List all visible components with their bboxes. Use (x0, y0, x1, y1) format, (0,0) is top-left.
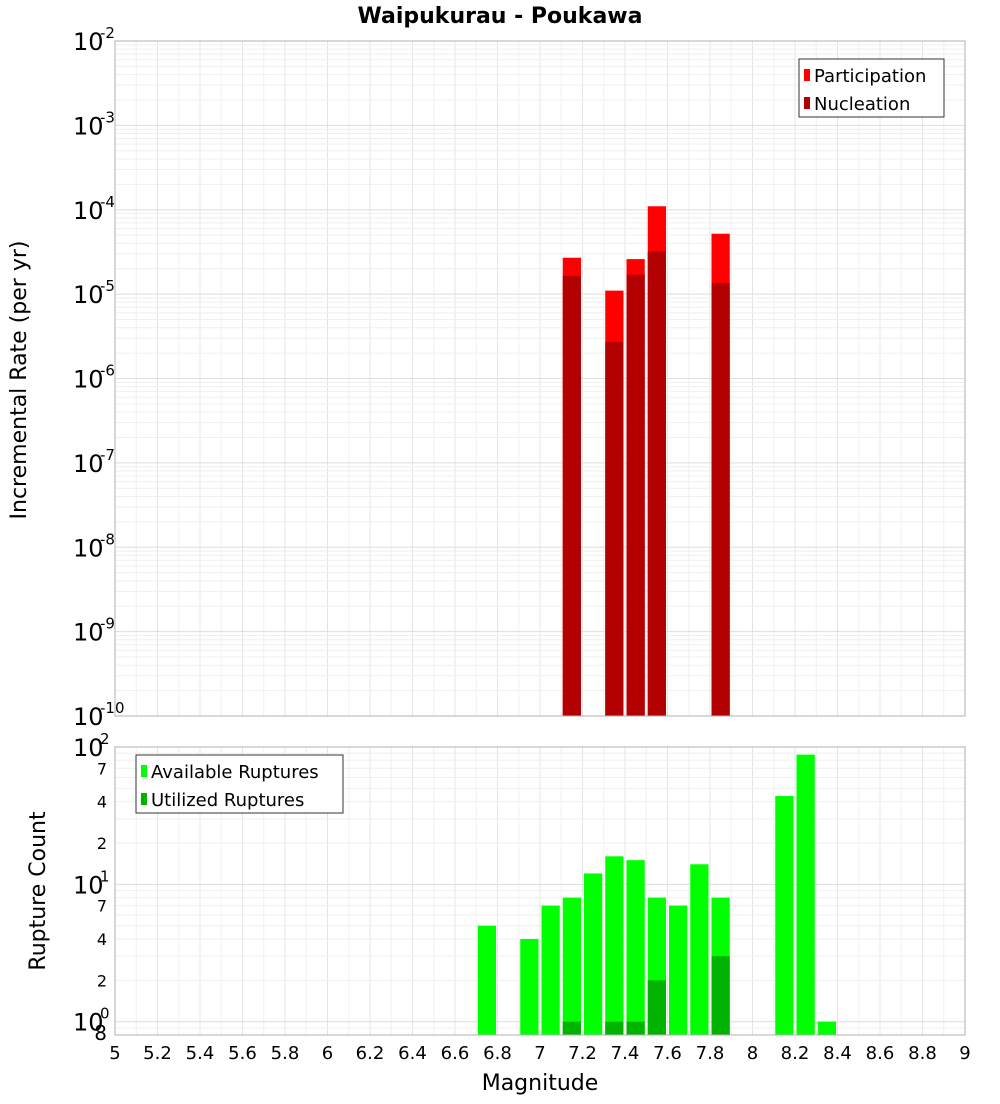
bottom-bar-utilized-ruptures (711, 956, 730, 1035)
chart-title: Waipukurau - Poukawa (358, 4, 643, 29)
bottom-bar-available-ruptures (817, 1021, 836, 1035)
bottom-y-minor-tick-label: 8 (94, 1021, 107, 1045)
bottom-bar-utilized-ruptures (647, 980, 666, 1035)
x-tick-label: 6.4 (398, 1043, 427, 1064)
bottom-bar-utilized-ruptures (605, 1021, 624, 1035)
top-y-tick-base: 10 (73, 28, 104, 56)
x-tick-label: 5.2 (143, 1043, 172, 1064)
top-y-tick-base: 10 (73, 281, 104, 309)
x-tick-label: 6.2 (356, 1043, 385, 1064)
x-tick-label: 7.4 (611, 1043, 640, 1064)
top-y-tick-base: 10 (73, 112, 104, 140)
top-y-tick-exp: -4 (100, 193, 115, 211)
bottom-y-axis-label: Rupture Count (26, 811, 51, 971)
top-y-tick-exp: -6 (100, 362, 115, 380)
bottom-y-minor-tick-label: 7 (97, 759, 107, 778)
bottom-bar-available-ruptures (775, 795, 794, 1035)
x-tick-label: 8 (747, 1043, 758, 1064)
x-tick-label: 5.8 (271, 1043, 300, 1064)
bottom-bar-available-ruptures (669, 905, 688, 1035)
top-y-tick-base: 10 (73, 450, 104, 478)
top-y-tick-base: 10 (73, 703, 104, 731)
top-plot-border (114, 40, 966, 717)
top-y-tick-exp: -8 (100, 530, 115, 548)
x-tick-label: 9 (959, 1043, 970, 1064)
top-bar-nucleation (647, 251, 666, 716)
x-tick-label: 6.6 (441, 1043, 470, 1064)
bottom-y-tick-base: 10 (73, 1009, 104, 1037)
x-tick-label: 8.8 (908, 1043, 937, 1064)
x-tick-label: 7 (534, 1043, 545, 1064)
x-tick-label: 5.6 (228, 1043, 257, 1064)
bottom-legend-swatch-utilized-ruptures (141, 793, 147, 805)
x-axis: 5 5.2 5.4 5.6 5.8 6 6.2 6.4 6.6 6.8 7 7.2 7.4 7.6 7.8 8… (109, 1043, 970, 1064)
top-legend (798, 58, 945, 118)
bottom-y-tick-exp: 1 (100, 867, 110, 885)
bottom-bar-available-ruptures (477, 925, 496, 1035)
top-y-axis-label: Incremental Rate (per yr) (7, 241, 32, 520)
bottom-y-tick-base: 10 (73, 871, 104, 899)
bottom-y-minor-tick-label: 2 (97, 834, 107, 853)
bottom-bar-utilized-ruptures (626, 1021, 645, 1035)
top-y-tick-exp: -2 (100, 24, 115, 42)
top-y-tick-base: 10 (73, 619, 104, 647)
bottom-y-minor-tick-label: 4 (97, 930, 107, 949)
bottom-bar-utilized-ruptures (562, 1021, 581, 1035)
x-tick-label: 6 (322, 1043, 333, 1064)
bottom-y-minor-tick-label: 4 (97, 793, 107, 812)
bottom-legend-label-available-ruptures: Available Ruptures (151, 762, 319, 783)
bottom-y-tick-exp: 2 (100, 730, 110, 748)
bottom-bar-available-ruptures (562, 897, 581, 1035)
top-panel: 10-210-310-410-510-610-710-810-910-10Inc… (7, 24, 966, 731)
bottom-plot-border (114, 746, 966, 1036)
top-y-tick-exp: -10 (100, 699, 125, 717)
top-y-tick-exp: -5 (100, 277, 115, 295)
bottom-bar-available-ruptures (541, 905, 560, 1035)
bottom-bar-available-ruptures (796, 754, 815, 1035)
x-tick-label: 7.6 (653, 1043, 682, 1064)
x-tick-label: 7.2 (568, 1043, 597, 1064)
top-legend-swatch-nucleation (804, 97, 810, 109)
x-tick-label: 8.2 (781, 1043, 810, 1064)
bottom-legend (135, 754, 344, 814)
top-y-tick-base: 10 (73, 197, 104, 225)
x-tick-label: 7.8 (696, 1043, 725, 1064)
top-bar-nucleation (626, 274, 645, 716)
bottom-bar-available-ruptures (605, 856, 624, 1035)
top-y-tick-exp: -7 (100, 446, 115, 464)
top-y-tick-exp: -3 (100, 108, 115, 126)
top-y-tick-base: 10 (73, 366, 104, 394)
x-tick-label: 5.4 (186, 1043, 215, 1064)
bottom-bar-available-ruptures (626, 860, 645, 1035)
bottom-y-minor-tick-label: 7 (97, 897, 107, 916)
bottom-legend-swatch-available-ruptures (141, 765, 147, 777)
bottom-bar-available-ruptures (690, 864, 709, 1035)
x-axis-label: Magnitude (482, 1071, 599, 1096)
bottom-bar-available-ruptures (584, 873, 603, 1035)
bottom-y-tick-exp: 0 (100, 1005, 110, 1023)
x-tick-label: 5 (109, 1043, 120, 1064)
top-legend-swatch-participation (804, 69, 810, 81)
x-tick-label: 8.6 (866, 1043, 895, 1064)
bottom-legend-label-utilized-ruptures: Utilized Ruptures (151, 790, 304, 811)
x-tick-label: 6.8 (483, 1043, 512, 1064)
top-bar-nucleation (605, 342, 624, 716)
bottom-y-minor-tick-label: 2 (97, 971, 107, 990)
top-bar-nucleation (562, 275, 581, 716)
bottom-bar-available-ruptures (520, 939, 539, 1035)
x-tick-label: 8.4 (823, 1043, 852, 1064)
top-legend-label-participation: Participation (814, 66, 926, 87)
top-bar-nucleation (711, 283, 730, 716)
top-y-tick-base: 10 (73, 534, 104, 562)
top-legend-label-nucleation: Nucleation (814, 94, 910, 115)
bottom-y-tick-base: 10 (73, 734, 104, 762)
top-y-tick-exp: -9 (100, 615, 115, 633)
